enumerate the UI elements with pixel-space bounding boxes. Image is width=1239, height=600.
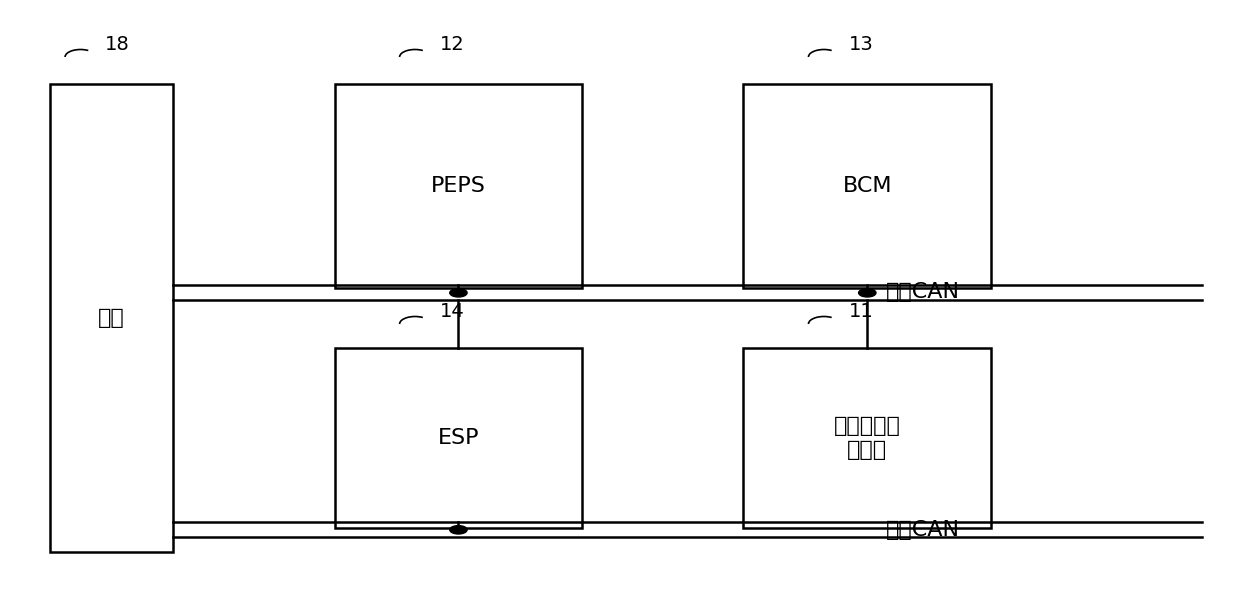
Circle shape [450, 526, 467, 534]
Circle shape [450, 289, 467, 297]
Text: BCM: BCM [843, 176, 892, 196]
FancyBboxPatch shape [335, 84, 582, 288]
Text: 12: 12 [440, 35, 465, 54]
Text: 车辆充电盖
控制器: 车辆充电盖 控制器 [834, 416, 901, 460]
Text: 网关: 网关 [98, 308, 125, 328]
Text: 14: 14 [440, 302, 465, 321]
Text: 车身CAN: 车身CAN [886, 283, 960, 302]
FancyBboxPatch shape [743, 84, 991, 288]
Text: 18: 18 [105, 35, 130, 54]
FancyBboxPatch shape [335, 348, 582, 528]
FancyBboxPatch shape [743, 348, 991, 528]
Text: PEPS: PEPS [431, 176, 486, 196]
Text: 13: 13 [849, 35, 873, 54]
Circle shape [859, 289, 876, 297]
FancyBboxPatch shape [50, 84, 173, 552]
Text: 11: 11 [849, 302, 873, 321]
Text: 底盘CAN: 底盘CAN [886, 520, 960, 539]
Text: ESP: ESP [437, 428, 479, 448]
